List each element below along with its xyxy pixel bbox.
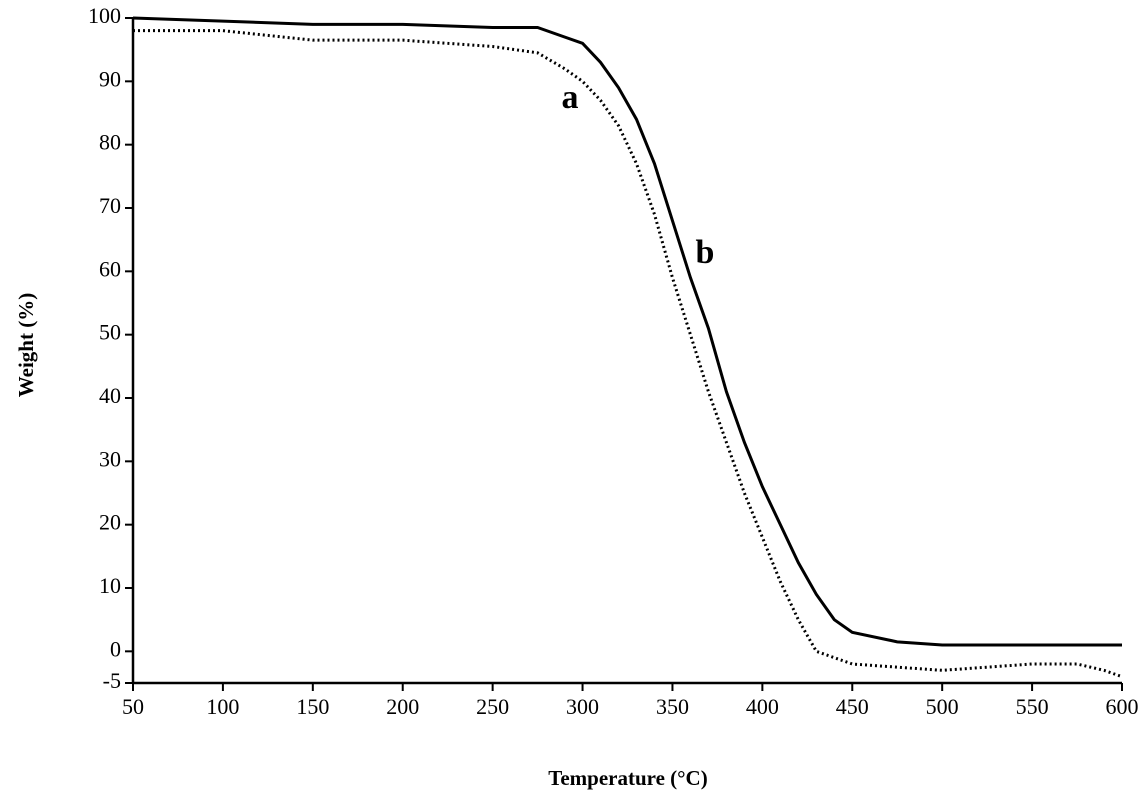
y-tick-label: 90 [99, 66, 121, 91]
x-tick-label: 350 [656, 694, 689, 719]
x-tick-label: 200 [386, 694, 419, 719]
y-tick-label: 10 [99, 573, 121, 598]
y-tick-label: 0 [110, 636, 121, 661]
x-tick-label: 600 [1106, 694, 1139, 719]
x-tick-label: 150 [296, 694, 329, 719]
y-tick-label: 50 [99, 320, 121, 345]
x-axis-title: Temperature (°C) [548, 766, 707, 790]
x-tick-label: 250 [476, 694, 509, 719]
x-tick-label: 450 [836, 694, 869, 719]
series-label: a [562, 79, 579, 116]
y-tick-label: -5 [103, 668, 121, 693]
y-axis-title: Weight (%) [14, 293, 38, 397]
y-tick-label: 40 [99, 383, 121, 408]
series-label: b [696, 234, 715, 271]
data-line [133, 29, 1123, 679]
y-tick-label: 60 [99, 256, 121, 281]
x-tick-label: 50 [122, 694, 144, 719]
x-tick-label: 100 [206, 694, 239, 719]
y-tick-label: 70 [99, 193, 121, 218]
x-tick-label: 300 [566, 694, 599, 719]
x-tick-label: 400 [746, 694, 779, 719]
y-tick-label: 30 [99, 446, 121, 471]
x-tick-label: 500 [926, 694, 959, 719]
x-tick-label: 550 [1016, 694, 1049, 719]
y-tick-label: 20 [99, 510, 121, 535]
y-tick-label: 100 [88, 3, 121, 28]
y-tick-label: 80 [99, 130, 121, 155]
data-line [132, 16, 1122, 647]
